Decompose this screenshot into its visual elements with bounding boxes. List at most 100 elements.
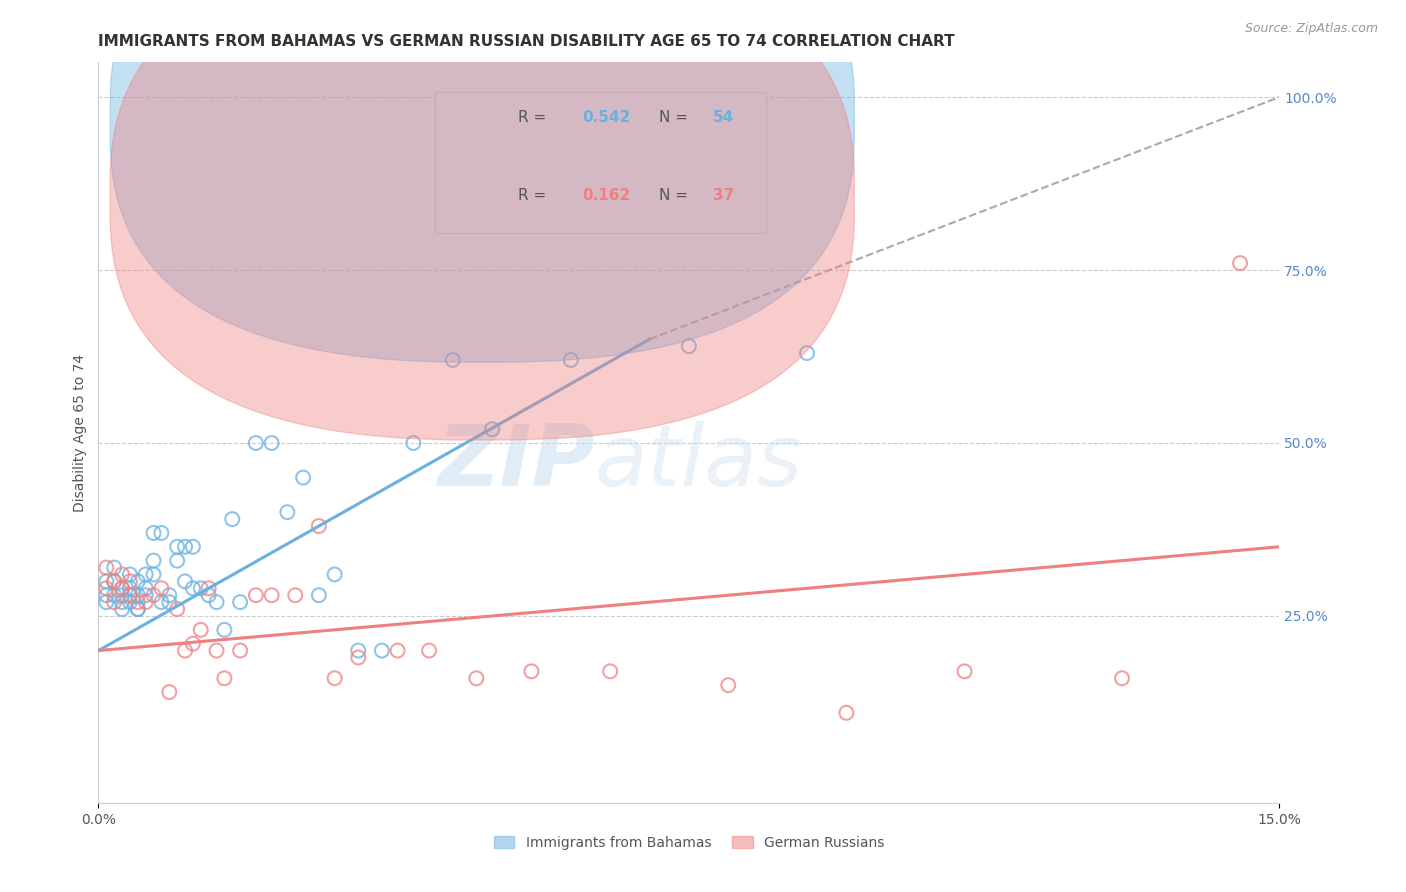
Y-axis label: Disability Age 65 to 74: Disability Age 65 to 74: [73, 353, 87, 512]
Point: [347, 643, 370, 657]
FancyBboxPatch shape: [434, 92, 766, 233]
Point: [229, 643, 252, 657]
Point: [441, 353, 464, 368]
Point: [166, 602, 188, 616]
Legend: Immigrants from Bahamas, German Russians: Immigrants from Bahamas, German Russians: [488, 830, 890, 855]
Point: [418, 643, 440, 657]
Point: [103, 560, 125, 574]
Point: [111, 567, 134, 582]
Point: [135, 595, 157, 609]
Point: [796, 346, 818, 360]
Point: [284, 588, 307, 602]
Point: [142, 554, 165, 568]
Point: [103, 574, 125, 589]
Point: [96, 595, 118, 609]
Point: [181, 582, 204, 596]
Point: [118, 588, 141, 602]
Text: 0.542: 0.542: [582, 111, 631, 126]
Point: [292, 470, 315, 484]
FancyBboxPatch shape: [110, 0, 855, 440]
Point: [118, 574, 141, 589]
Point: [127, 574, 149, 589]
Point: [276, 505, 298, 519]
Text: 37: 37: [713, 188, 734, 203]
Point: [174, 540, 197, 554]
FancyBboxPatch shape: [110, 0, 855, 362]
Point: [142, 525, 165, 540]
Text: R =: R =: [517, 188, 546, 203]
Point: [214, 671, 236, 685]
Text: ZIP: ZIP: [437, 421, 595, 504]
Point: [103, 588, 125, 602]
Point: [111, 602, 134, 616]
Point: [96, 588, 118, 602]
Point: [371, 643, 394, 657]
Point: [323, 567, 346, 582]
Point: [96, 560, 118, 574]
Point: [260, 588, 283, 602]
Point: [96, 574, 118, 589]
Point: [560, 353, 582, 368]
Point: [174, 643, 197, 657]
Point: [118, 588, 141, 602]
Point: [111, 595, 134, 609]
Point: [481, 422, 503, 436]
Point: [157, 685, 180, 699]
Point: [118, 582, 141, 596]
Point: [190, 582, 212, 596]
Point: [323, 671, 346, 685]
Point: [166, 540, 188, 554]
Point: [245, 588, 267, 602]
Point: [103, 574, 125, 589]
Point: [135, 588, 157, 602]
Point: [953, 665, 976, 679]
Point: [197, 582, 219, 596]
Point: [214, 623, 236, 637]
Point: [717, 678, 740, 692]
Point: [118, 567, 141, 582]
Point: [103, 595, 125, 609]
Text: atlas: atlas: [595, 421, 803, 504]
Point: [465, 671, 488, 685]
Point: [96, 582, 118, 596]
Point: [111, 582, 134, 596]
Point: [229, 595, 252, 609]
Text: Source: ZipAtlas.com: Source: ZipAtlas.com: [1244, 22, 1378, 36]
Point: [205, 595, 228, 609]
Text: 54: 54: [713, 111, 734, 126]
Point: [142, 588, 165, 602]
Point: [127, 602, 149, 616]
Point: [127, 595, 149, 609]
Point: [157, 588, 180, 602]
Point: [127, 602, 149, 616]
Point: [260, 436, 283, 450]
Point: [166, 554, 188, 568]
Point: [111, 588, 134, 602]
Text: N =: N =: [659, 188, 689, 203]
Point: [142, 567, 165, 582]
Point: [245, 436, 267, 450]
Point: [308, 519, 330, 533]
Point: [150, 582, 173, 596]
Point: [1111, 671, 1133, 685]
Point: [181, 637, 204, 651]
Point: [402, 436, 425, 450]
Point: [118, 595, 141, 609]
Point: [205, 643, 228, 657]
Point: [599, 665, 621, 679]
Point: [127, 588, 149, 602]
Point: [135, 567, 157, 582]
Point: [174, 574, 197, 589]
Text: N =: N =: [659, 111, 689, 126]
Point: [835, 706, 858, 720]
Text: IMMIGRANTS FROM BAHAMAS VS GERMAN RUSSIAN DISABILITY AGE 65 TO 74 CORRELATION CH: IMMIGRANTS FROM BAHAMAS VS GERMAN RUSSIA…: [98, 34, 955, 49]
Point: [111, 582, 134, 596]
Point: [190, 623, 212, 637]
Point: [150, 595, 173, 609]
Point: [308, 588, 330, 602]
Point: [197, 588, 219, 602]
Text: 0.162: 0.162: [582, 188, 631, 203]
Text: R =: R =: [517, 111, 546, 126]
Point: [1229, 256, 1251, 270]
Point: [157, 595, 180, 609]
